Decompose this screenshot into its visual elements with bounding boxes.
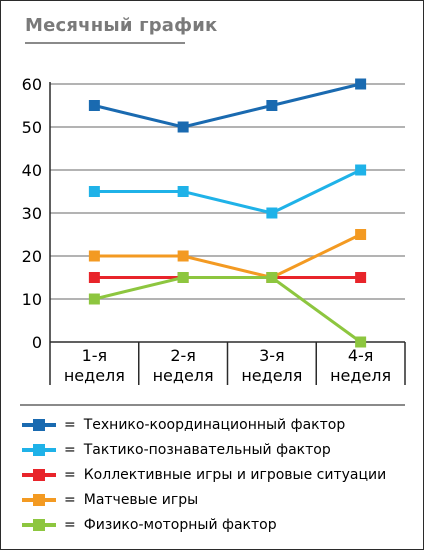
legend-label-match: Матчевые игры	[83, 491, 199, 508]
series-line	[94, 82, 361, 129]
y-tick-labels: 0 10 20 30 40 50 60	[22, 75, 42, 352]
data-point	[88, 250, 100, 262]
legend-label-physical: Физико-моторный фактор	[83, 516, 277, 533]
y-tick-label: 0	[32, 333, 42, 352]
legend-swatch-marker	[33, 443, 45, 456]
legend-item-tactical: = Тактико-познавательный фактор	[20, 437, 410, 462]
series-lines	[88, 78, 367, 348]
legend-item-physical: = Физико-моторный фактор	[20, 512, 410, 537]
x-tick-labels: 1-я неделя 2-я неделя 3-я неделя 4-я неделя	[64, 346, 391, 385]
data-point	[88, 272, 100, 283]
legend-equals: =	[64, 441, 76, 458]
series-line	[94, 233, 362, 280]
legend-swatch-marker	[33, 418, 45, 431]
legend-item-match: = Матчевые игры	[20, 487, 410, 512]
legend-label-technical: Технико-координационный фактор	[83, 416, 346, 433]
legend-label-tactical: Тактико-познавательный фактор	[83, 441, 331, 458]
y-tick-label: 40	[22, 161, 42, 180]
data-point	[355, 164, 367, 176]
legend-swatch-technical	[22, 418, 56, 431]
data-point	[355, 336, 367, 348]
data-point	[266, 272, 278, 283]
legend-swatch-match	[22, 493, 56, 506]
legend-swatch-collective	[22, 468, 56, 481]
legend-equals: =	[64, 491, 76, 508]
legend-swatch-marker	[33, 468, 45, 481]
y-tick-label: 50	[22, 118, 42, 137]
data-point	[177, 272, 189, 283]
x-tick-label: 4-я неделя	[330, 346, 391, 385]
legend-item-collective: = Коллективные игры и игровые ситуации	[20, 462, 410, 487]
data-point	[266, 207, 278, 219]
x-tick-label: 3-я неделя	[241, 346, 302, 385]
y-tick-label: 10	[22, 290, 42, 309]
legend-swatch-marker	[33, 518, 45, 531]
data-point	[177, 250, 189, 262]
title-underline	[25, 42, 185, 44]
data-point	[266, 100, 278, 111]
legend-item-technical: = Технико-координационный фактор	[20, 412, 410, 437]
data-point	[355, 229, 367, 240]
data-point	[177, 121, 189, 133]
y-tick-label: 30	[22, 204, 42, 223]
data-point	[177, 186, 189, 197]
axes	[20, 82, 406, 406]
series-line	[94, 168, 362, 215]
x-tick-label: 1-я неделя	[64, 346, 125, 385]
chart-title: Месячный график	[25, 15, 218, 36]
series-line	[94, 276, 362, 344]
data-point	[88, 100, 100, 111]
legend-equals: =	[64, 466, 76, 483]
data-point	[355, 78, 367, 90]
x-tick-label: 2-я неделя	[153, 346, 214, 385]
legend-swatch-marker	[33, 493, 45, 506]
y-tick-label: 20	[22, 247, 42, 266]
grid-lines	[50, 83, 405, 300]
legend-equals: =	[64, 416, 76, 433]
legend-equals: =	[64, 516, 76, 533]
data-point	[88, 186, 100, 197]
data-point	[88, 293, 100, 305]
legend-label-collective: Коллективные игры и игровые ситуации	[83, 466, 387, 483]
legend: = Технико-координационный фактор = Такти…	[20, 412, 410, 537]
y-tick-label: 60	[22, 75, 42, 94]
legend-swatch-physical	[22, 518, 56, 531]
legend-swatch-tactical	[22, 443, 56, 456]
data-point	[355, 272, 367, 283]
